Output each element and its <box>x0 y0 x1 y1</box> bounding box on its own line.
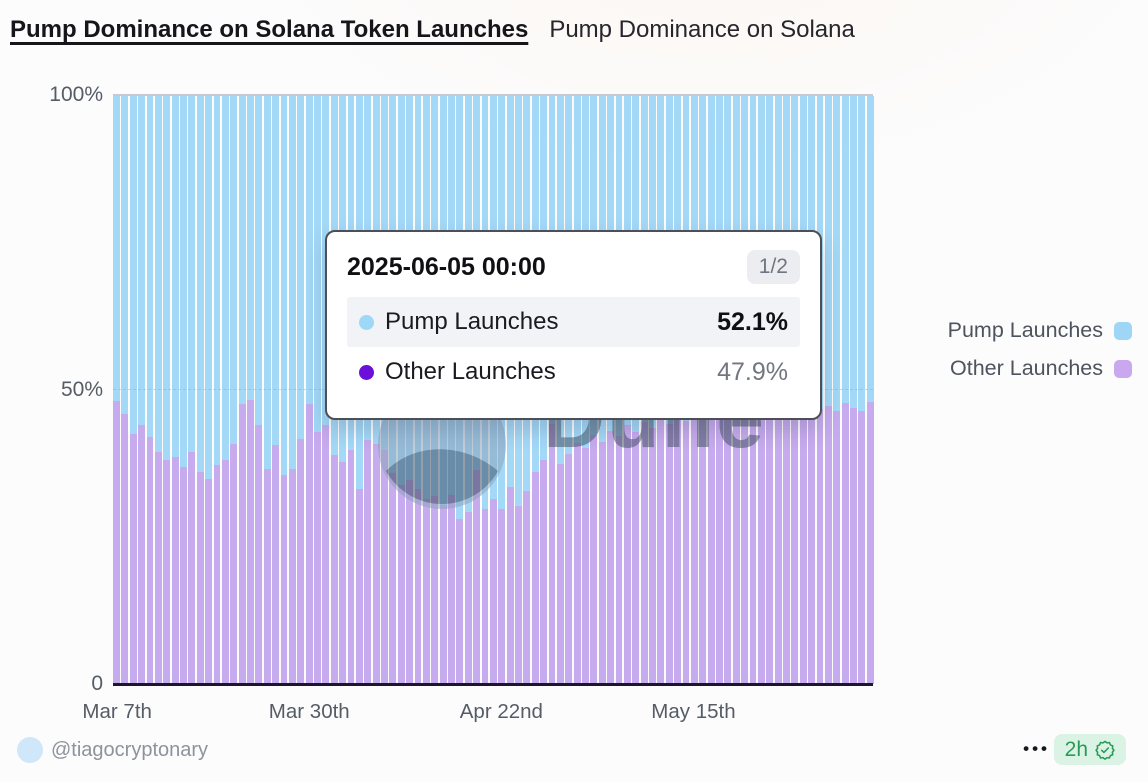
bar[interactable] <box>129 96 137 684</box>
other-swatch-icon <box>1114 359 1132 378</box>
bar[interactable] <box>154 96 162 684</box>
legend-label: Other Launches <box>950 356 1103 380</box>
pump-series-dot-icon <box>359 314 374 330</box>
x-axis-line <box>113 683 873 686</box>
bar[interactable] <box>113 96 120 684</box>
bar[interactable] <box>824 96 832 684</box>
bar[interactable] <box>230 96 238 684</box>
x-axis-tick-label: Mar 7th <box>82 700 152 723</box>
x-axis-tick-label: May 15th <box>651 700 736 723</box>
tooltip-row-value: 52.1% <box>717 307 788 336</box>
chart-legend: Pump Launches Other Launches <box>948 318 1132 381</box>
bar[interactable] <box>297 96 305 684</box>
bar[interactable] <box>188 96 196 684</box>
y-axis-tick-0: 0 <box>91 672 103 695</box>
chart-tooltip: 2025-06-05 00:00 1/2 Pump Launches 52.1%… <box>325 230 822 420</box>
x-axis-tick-label: Mar 30th <box>268 700 350 723</box>
tooltip-header: 2025-06-05 00:00 1/2 <box>347 250 800 284</box>
tooltip-row-label: Pump Launches <box>385 308 559 335</box>
bar[interactable] <box>247 96 254 684</box>
tooltip-row-other: Other Launches 47.9% <box>347 347 800 397</box>
author-avatar[interactable] <box>17 737 43 763</box>
tooltip-row-pump: Pump Launches 52.1% <box>347 297 800 347</box>
widget-subtitle: Pump Dominance on Solana <box>549 16 855 43</box>
bar[interactable] <box>163 96 171 684</box>
legend-item-other[interactable]: Other Launches <box>950 356 1132 381</box>
widget-title[interactable]: Pump Dominance on Solana Token Launches <box>10 16 529 43</box>
verified-check-icon <box>1095 740 1115 760</box>
widget-header: Pump Dominance on Solana Token Launches … <box>10 16 855 44</box>
tooltip-page-badge: 1/2 <box>746 250 800 284</box>
bar[interactable] <box>205 96 212 684</box>
bar[interactable] <box>171 96 179 684</box>
pump-swatch-icon <box>1114 321 1132 340</box>
bar[interactable] <box>263 96 271 684</box>
options-menu-button[interactable]: ••• <box>1023 739 1050 758</box>
bar[interactable] <box>841 96 849 684</box>
bar[interactable] <box>213 96 221 684</box>
tooltip-row-value: 47.9% <box>717 357 788 386</box>
legend-label: Pump Launches <box>947 318 1103 342</box>
bar[interactable] <box>866 96 874 684</box>
bar[interactable] <box>238 96 246 684</box>
bar[interactable] <box>138 96 145 684</box>
tooltip-rows: Pump Launches 52.1% Other Launches 47.9% <box>347 297 800 397</box>
bar[interactable] <box>858 96 866 684</box>
other-series-dot-icon <box>359 364 374 380</box>
last-refresh-time: 2h <box>1064 737 1088 761</box>
last-refresh-badge[interactable]: 2h <box>1053 734 1126 765</box>
y-axis-tick-100: 100% <box>49 83 103 106</box>
bar[interactable] <box>121 96 129 684</box>
x-axis-tick-label: Apr 22nd <box>459 700 543 723</box>
bar[interactable] <box>305 96 313 684</box>
widget-footer: @tiagocryptonary ••• 2h <box>0 726 1148 782</box>
tooltip-date: 2025-06-05 00:00 <box>347 252 546 281</box>
bar[interactable] <box>180 96 187 684</box>
bar[interactable] <box>288 96 296 684</box>
bar[interactable] <box>146 96 154 684</box>
bar[interactable] <box>850 96 857 684</box>
legend-item-pump[interactable]: Pump Launches <box>948 318 1132 343</box>
bar[interactable] <box>314 96 321 684</box>
x-axis: Mar 7th Mar 30th Apr 22nd May 15th <box>82 700 873 728</box>
bar[interactable] <box>833 96 841 684</box>
bar[interactable] <box>280 96 288 684</box>
tooltip-row-label: Other Launches <box>385 358 556 385</box>
author-handle[interactable]: @tiagocryptonary <box>51 739 209 761</box>
bar[interactable] <box>221 96 229 684</box>
y-axis-tick-50: 50% <box>60 378 103 401</box>
bar[interactable] <box>272 96 279 684</box>
bar[interactable] <box>255 96 263 684</box>
bar[interactable] <box>196 96 204 684</box>
gridline-100pct <box>113 94 873 96</box>
